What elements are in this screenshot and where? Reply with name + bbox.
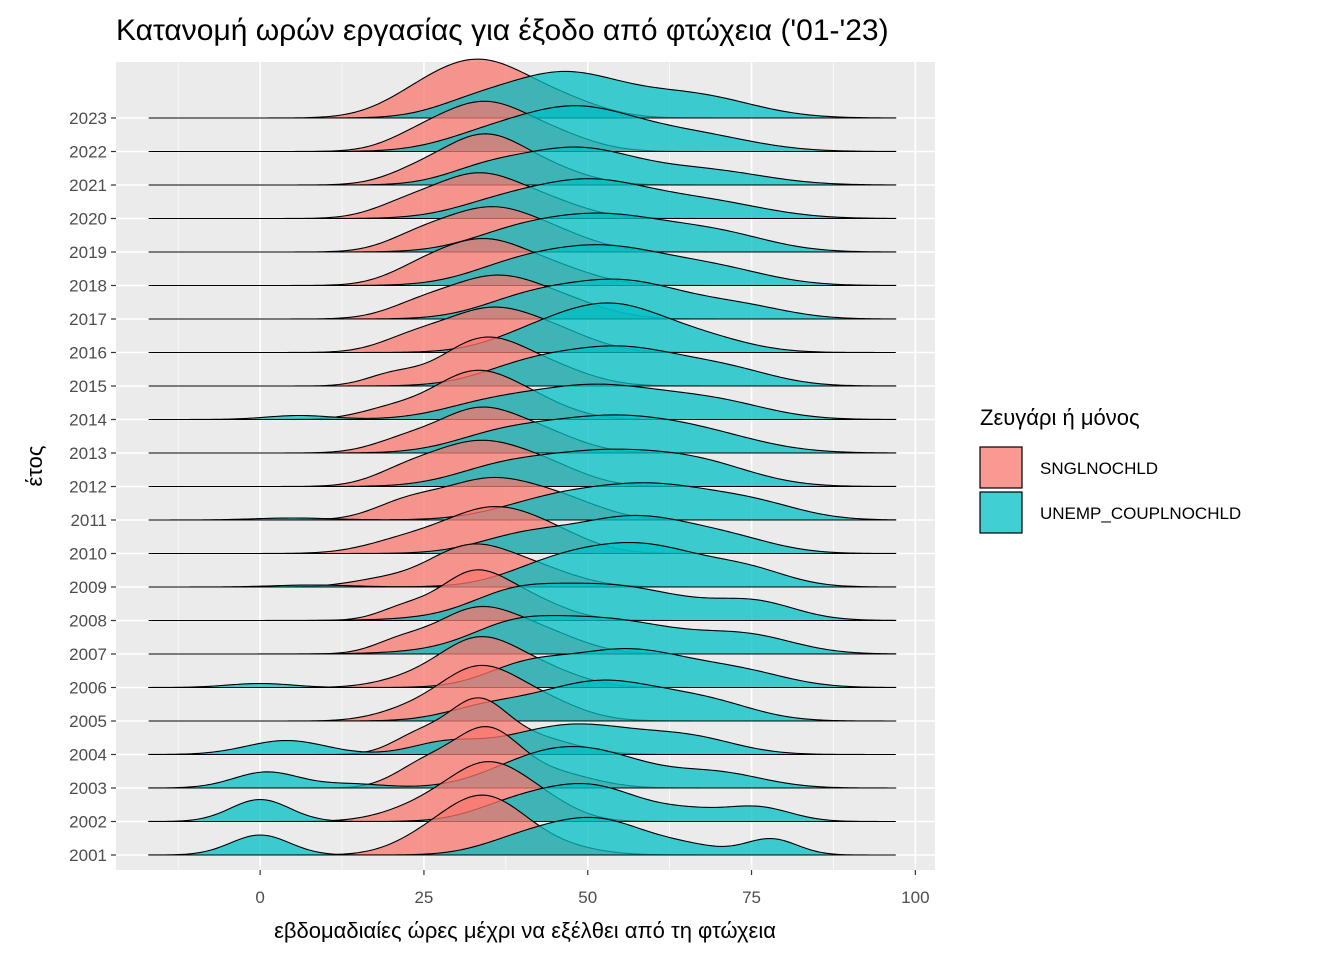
ridge-unemp-couple-2004 xyxy=(148,723,896,756)
x-tick-label: 25 xyxy=(414,888,433,907)
ridge-unemp-couple-2001 xyxy=(148,816,896,856)
y-axis: 2001 2002 2003 2004 2005 2006 2007 2008 2009 2010… xyxy=(69,109,116,865)
ridge-unemp-couple-2010 xyxy=(148,514,897,555)
y-tick-label: 2003 xyxy=(69,779,107,798)
y-tick-label: 2022 xyxy=(69,143,107,162)
legend-key-sngl xyxy=(979,446,1023,489)
y-tick-label: 2017 xyxy=(69,310,107,329)
ridge-unemp-couple-2003 xyxy=(148,745,897,789)
x-tick-label: 50 xyxy=(578,888,597,907)
ridge-unemp-couple-2006 xyxy=(148,648,897,689)
legend-key-unemp-couple xyxy=(979,491,1023,534)
ridge-unemp-couple-2020 xyxy=(148,178,897,220)
y-tick-label: 2006 xyxy=(69,679,107,698)
ridge-unemp-couple-2007 xyxy=(148,615,897,655)
ridge-unemp-couple-2011 xyxy=(148,482,897,521)
y-tick-label: 2009 xyxy=(69,578,107,597)
legend-title: Ζευγάρι ή μόνος xyxy=(980,405,1140,430)
ridge-unemp-couple-2022 xyxy=(148,105,897,153)
y-tick-label: 2002 xyxy=(69,813,107,832)
y-tick-label: 2012 xyxy=(69,478,107,497)
chart-title: Κατανομή ωρών εργασίας για έξοδο από φτώ… xyxy=(116,14,889,47)
y-tick-label: 2019 xyxy=(69,243,107,262)
ridge-unemp-couple-2008 xyxy=(148,582,897,622)
y-tick-label: 2023 xyxy=(69,109,107,128)
ridge-unemp-couple-2023 xyxy=(148,70,897,119)
ridge-unemp-couple-2005 xyxy=(148,679,897,722)
y-tick-label: 2015 xyxy=(69,377,107,396)
ridge-unemp-couple-2016 xyxy=(148,302,896,354)
x-tick-label: 0 xyxy=(255,888,264,907)
ridge-unemp-couple-2017 xyxy=(148,278,897,320)
x-axis: 0 25 50 75 100 xyxy=(255,870,930,907)
y-tick-label: 2007 xyxy=(69,645,107,664)
ridge-unemp-couple-2002 xyxy=(148,782,896,823)
ridge-unemp-couple-2013 xyxy=(148,414,897,454)
x-tick-label: 100 xyxy=(901,888,929,907)
density-ridges xyxy=(148,58,897,856)
x-axis-title: εβδομαδιαίες ώρες μέχρι να εξέλθει από τ… xyxy=(274,918,776,943)
legend: Ζευγάρι ή μόνος SNGLNOCHLD UNEMP_COUPLNO… xyxy=(979,405,1241,534)
y-tick-label: 2016 xyxy=(69,344,107,363)
y-tick-label: 2021 xyxy=(69,176,107,195)
y-tick-label: 2013 xyxy=(69,444,107,463)
y-tick-label: 2005 xyxy=(69,712,107,731)
y-tick-label: 2010 xyxy=(69,545,107,564)
y-tick-label: 2011 xyxy=(70,511,107,530)
ridge-unemp-couple-2018 xyxy=(148,244,897,287)
ridge-unemp-couple-2021 xyxy=(148,146,897,186)
x-tick-label: 75 xyxy=(742,888,761,907)
y-tick-label: 2001 xyxy=(69,846,107,865)
y-axis-title: έτος xyxy=(22,445,47,486)
ridge-unemp-couple-2015 xyxy=(148,345,897,387)
legend-label-unemp-couple: UNEMP_COUPLNOCHLD xyxy=(1040,504,1241,523)
legend-label-sngl: SNGLNOCHLD xyxy=(1040,459,1158,478)
y-tick-label: 2004 xyxy=(69,746,107,765)
y-tick-label: 2018 xyxy=(69,277,107,296)
y-tick-label: 2020 xyxy=(69,210,107,229)
y-tick-label: 2014 xyxy=(69,411,107,430)
ridge-unemp-couple-2009 xyxy=(148,541,897,588)
ridge-unemp-couple-2019 xyxy=(148,212,897,253)
ridge-unemp-couple-2012 xyxy=(148,448,897,488)
ridge-unemp-couple-2014 xyxy=(148,383,897,421)
y-tick-label: 2008 xyxy=(69,612,107,631)
